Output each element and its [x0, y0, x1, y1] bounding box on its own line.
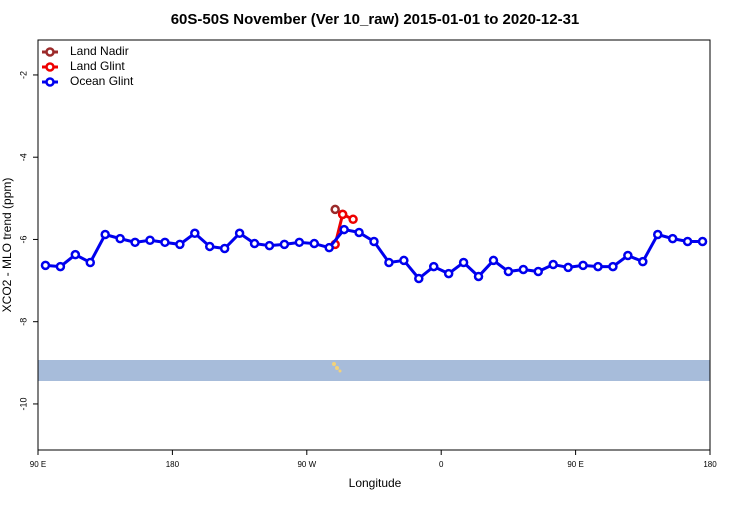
legend-marker: [45, 62, 55, 72]
legend-marker: [45, 47, 55, 57]
point: [623, 250, 633, 261]
point: [414, 273, 424, 284]
y-tick-label: -4: [18, 153, 28, 161]
point: [548, 259, 558, 270]
legend-label: Land Glint: [70, 59, 125, 73]
point: [100, 229, 110, 240]
point: [348, 214, 358, 225]
point: [667, 233, 678, 244]
legend-label: Ocean Glint: [70, 74, 134, 88]
x-axis-label: Longitude: [349, 476, 402, 490]
point: [578, 260, 588, 271]
point: [638, 256, 648, 267]
point: [264, 240, 275, 251]
point: [55, 261, 66, 272]
point: [518, 264, 529, 275]
y-tick-label: -2: [18, 71, 28, 79]
y-tick-label: -8: [18, 318, 28, 326]
map-strip: [38, 360, 710, 381]
x-tick-label: 90 E: [30, 460, 46, 469]
point: [399, 255, 409, 266]
x-tick-label: 180: [703, 460, 717, 469]
point: [354, 227, 364, 238]
point: [324, 242, 334, 253]
point: [443, 268, 454, 279]
point: [309, 238, 320, 249]
point: [234, 228, 245, 239]
point: [279, 239, 290, 250]
legend-marker: [45, 77, 55, 87]
point: [330, 204, 340, 215]
point: [219, 243, 230, 254]
y-axis-label: XCO2 - MLO trend (ppm): [0, 178, 14, 313]
point: [85, 257, 96, 268]
land-dot: [338, 369, 342, 373]
point: [294, 237, 305, 248]
x-tick-label: 0: [439, 460, 444, 469]
point: [175, 239, 185, 250]
y-tick-label: -10: [18, 397, 28, 410]
land-dot: [335, 366, 339, 370]
point: [473, 271, 484, 282]
point: [503, 266, 514, 277]
point: [337, 209, 348, 220]
point: [652, 229, 663, 240]
point: [115, 233, 125, 244]
x-tick-label: 90 E: [567, 460, 583, 469]
point: [339, 224, 349, 235]
point: [40, 260, 51, 271]
x-tick-label: 90 W: [297, 460, 316, 469]
point: [204, 241, 215, 252]
point: [428, 261, 439, 272]
point: [697, 236, 708, 247]
point: [563, 262, 573, 273]
legend-label: Land Nadir: [70, 44, 129, 58]
point: [249, 238, 260, 249]
point: [145, 235, 155, 246]
point: [369, 236, 379, 247]
point: [384, 257, 394, 268]
point: [682, 236, 693, 247]
point: [488, 255, 499, 266]
chart-title: 60S-50S November (Ver 10_raw) 2015-01-01…: [171, 11, 580, 28]
point: [190, 228, 200, 239]
x-tick-label: 180: [166, 460, 180, 469]
point: [70, 249, 81, 260]
point: [458, 257, 469, 268]
plot-frame: [37, 39, 711, 451]
point: [593, 261, 603, 272]
point: [533, 266, 544, 277]
y-tick-label: -6: [18, 235, 28, 243]
point: [608, 261, 618, 272]
point: [130, 237, 140, 248]
point: [160, 237, 170, 248]
land-dot: [332, 362, 336, 366]
